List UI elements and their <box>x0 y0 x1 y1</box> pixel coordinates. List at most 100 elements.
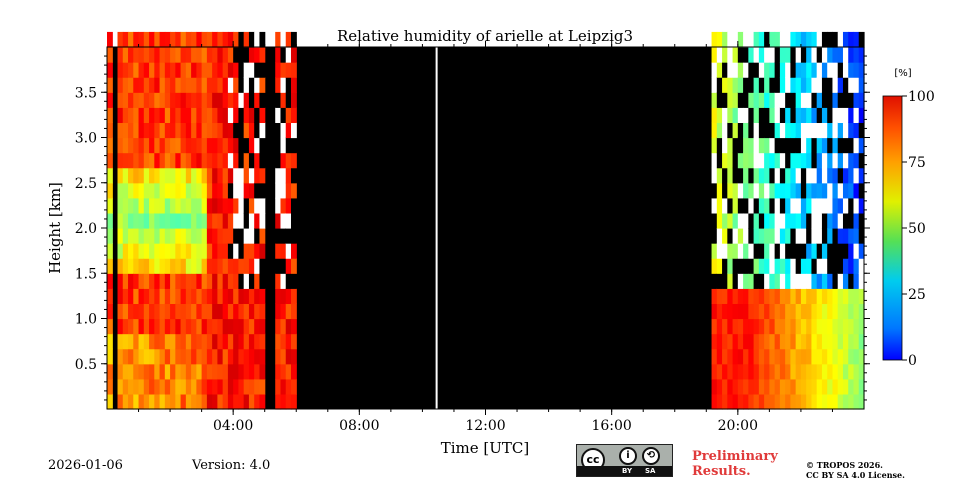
heatmap-cell <box>233 62 240 78</box>
heatmap-cell <box>107 77 113 93</box>
heatmap-cell <box>853 318 860 335</box>
heatmap-cell <box>716 378 723 395</box>
heatmap-cell <box>785 107 792 124</box>
heatmap-cell <box>191 122 197 139</box>
heatmap-cell <box>185 288 192 305</box>
heatmap-cell <box>711 92 718 108</box>
heatmap-cell <box>254 333 261 350</box>
heatmap-cell <box>837 258 844 274</box>
heatmap-cell <box>227 378 234 395</box>
heatmap-cell <box>743 212 749 229</box>
heatmap-cell <box>795 31 802 48</box>
heatmap-cell <box>711 243 718 259</box>
heatmap-cell <box>143 348 150 365</box>
heatmap-cell <box>711 31 718 48</box>
heatmap-cell <box>795 77 802 93</box>
heatmap-cell <box>248 288 255 305</box>
heatmap-cell <box>727 47 734 63</box>
heatmap-cell <box>758 47 765 63</box>
heatmap-cell <box>275 62 282 78</box>
colorbar-tick-label: 75 <box>908 155 926 171</box>
heatmap-cell <box>848 258 855 274</box>
heatmap-cell <box>280 303 287 320</box>
heatmap-cell <box>170 243 176 259</box>
heatmap-cell <box>800 92 807 108</box>
heatmap-cell <box>180 122 187 139</box>
heatmap-cell <box>748 47 755 63</box>
heatmap-cell <box>159 77 166 93</box>
heatmap-cell <box>149 228 155 244</box>
heatmap-cell <box>711 288 718 305</box>
heatmap-cell <box>764 182 770 199</box>
heatmap-cell <box>732 137 739 154</box>
heatmap-cell <box>196 318 203 335</box>
heatmap-cell <box>212 107 218 124</box>
heatmap-cell <box>107 107 113 124</box>
heatmap-cell <box>285 378 292 395</box>
heatmap-cell <box>227 92 234 108</box>
heatmap-cell <box>764 152 770 169</box>
heatmap-cell <box>816 212 823 229</box>
heatmap-cell <box>180 258 187 274</box>
heatmap-cell <box>206 258 213 274</box>
heatmap-cell <box>848 182 855 199</box>
cc-license-badge[interactable]: cc i ⟲ BY SA <box>576 444 673 477</box>
heatmap-cell <box>737 182 744 199</box>
heatmap-cell <box>212 152 218 169</box>
heatmap-cell <box>785 348 792 365</box>
heatmap-cell <box>217 107 224 124</box>
heatmap-cell <box>848 212 855 229</box>
heatmap-cell <box>185 197 192 214</box>
heatmap-cell <box>727 228 734 244</box>
heatmap-cell <box>290 348 297 365</box>
heatmap-cell <box>222 107 229 124</box>
heatmap-cell <box>816 31 823 48</box>
heatmap-cell <box>848 333 855 350</box>
heatmap-cell <box>280 107 287 124</box>
heatmap-cell <box>254 77 261 93</box>
heatmap-cell <box>222 31 229 48</box>
heatmap-cell <box>837 212 844 229</box>
heatmap-cell <box>117 378 124 395</box>
heatmap-cell <box>285 182 292 199</box>
heatmap-cell <box>280 243 287 259</box>
heatmap-cell <box>848 92 855 108</box>
heatmap-cell <box>758 31 765 48</box>
heatmap-cell <box>164 212 171 229</box>
heatmap-cell <box>143 212 150 229</box>
heatmap-cell <box>290 182 297 199</box>
heatmap-cell <box>758 197 765 214</box>
heatmap-cell <box>185 273 192 289</box>
heatmap-cell <box>117 288 124 305</box>
heatmap-cell <box>149 378 155 395</box>
heatmap-cell <box>254 378 261 395</box>
heatmap-cell <box>128 393 134 410</box>
heatmap-cell <box>154 333 161 350</box>
heatmap-cell <box>275 258 282 274</box>
heatmap-cell <box>222 228 229 244</box>
heatmap-cell <box>848 167 855 184</box>
heatmap-cell <box>117 137 124 154</box>
heatmap-cell <box>800 333 807 350</box>
heatmap-cell <box>758 122 765 139</box>
heatmap-cell <box>743 258 749 274</box>
heatmap-cell <box>779 62 786 78</box>
heatmap-cell <box>842 378 849 395</box>
heatmap-cell <box>816 197 823 214</box>
heatmap-cell <box>191 318 197 335</box>
heatmap-cell <box>180 393 187 410</box>
heatmap-cell <box>175 167 182 184</box>
heatmap-cell <box>248 212 255 229</box>
heatmap-cell <box>758 77 765 93</box>
heatmap-cell <box>254 152 261 169</box>
heatmap-cell <box>170 363 176 380</box>
heatmap-cell <box>196 167 203 184</box>
heatmap-cell <box>774 318 781 335</box>
heatmap-cell <box>285 363 292 380</box>
heatmap-cell <box>259 243 266 259</box>
heatmap-cell <box>238 77 245 93</box>
colorbar-tick-label: 50 <box>908 221 926 237</box>
x-tick-label: 12:00 <box>465 418 505 434</box>
heatmap-cell <box>149 62 155 78</box>
heatmap-cell <box>191 182 197 199</box>
